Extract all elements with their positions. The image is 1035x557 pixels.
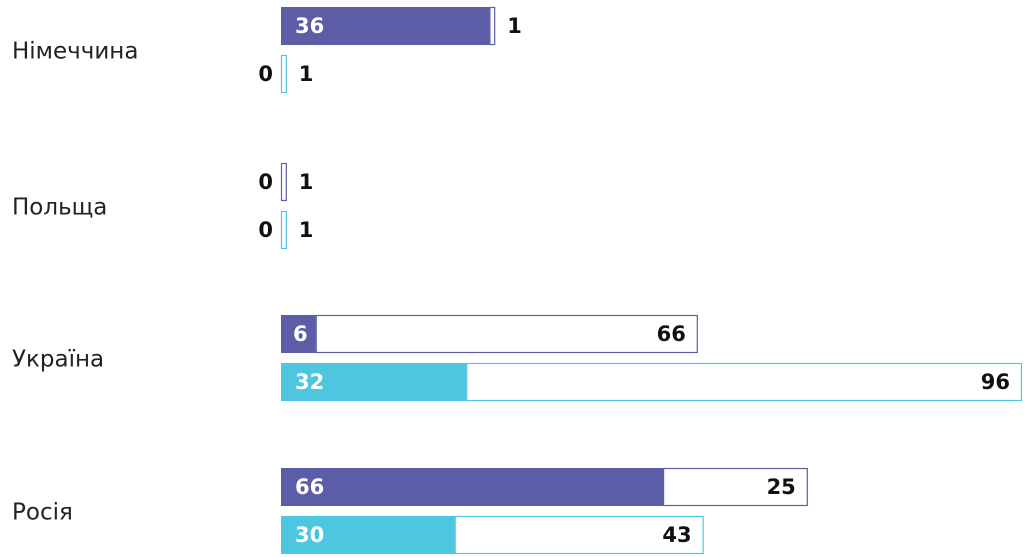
value-label: 0	[258, 62, 273, 86]
bar-remainder	[280, 210, 287, 250]
remainder-label: 96	[981, 370, 1010, 394]
bar	[281, 516, 455, 554]
bar-remainder	[280, 162, 287, 202]
value-label: 6	[293, 322, 308, 346]
value-label: 66	[295, 475, 324, 499]
bar-remainder	[280, 54, 287, 94]
remainder-label: 1	[299, 62, 314, 86]
category-label: Польща	[12, 195, 107, 221]
value-label: 36	[295, 14, 324, 38]
remainder-label: 43	[662, 523, 691, 547]
remainder-label: 66	[657, 322, 686, 346]
bar	[281, 7, 490, 45]
category-label: Німеччина	[12, 39, 138, 65]
value-label: 0	[258, 170, 273, 194]
bar	[281, 468, 664, 506]
bar	[281, 363, 467, 401]
category-label: Росія	[12, 500, 73, 526]
remainder-label: 1	[299, 218, 314, 242]
value-label: 0	[258, 218, 273, 242]
value-label: 32	[295, 370, 324, 394]
category-label: Україна	[12, 347, 104, 373]
bar-remainder	[466, 362, 1023, 402]
bar-remainder	[489, 6, 496, 46]
bar-remainder	[454, 515, 704, 555]
remainder-label: 1	[507, 14, 522, 38]
bar	[281, 315, 316, 353]
value-label: 30	[295, 523, 324, 547]
bar-remainder	[315, 314, 698, 354]
remainder-label: 1	[299, 170, 314, 194]
remainder-label: 25	[767, 475, 796, 499]
bar-remainder	[662, 467, 808, 507]
